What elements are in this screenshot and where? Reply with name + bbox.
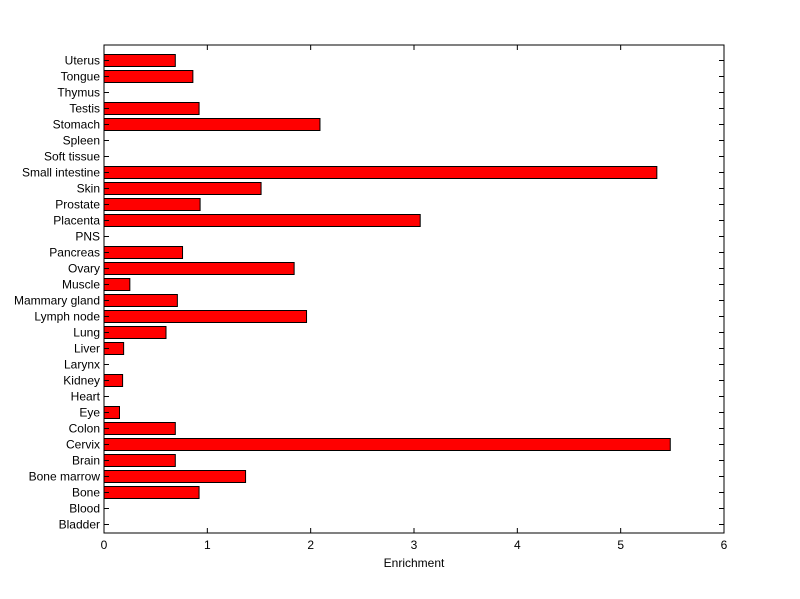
category-label: Heart — [71, 390, 101, 404]
x-tick-label: 4 — [514, 538, 521, 552]
ticks-group — [103, 45, 725, 533]
category-label: Skin — [77, 182, 100, 196]
x-tick-label: 5 — [617, 538, 624, 552]
category-label: Eye — [79, 406, 100, 420]
category-label: Brain — [72, 454, 100, 468]
category-label: PNS — [75, 230, 100, 244]
category-label: Spleen — [63, 134, 100, 148]
category-label: Tongue — [61, 70, 101, 84]
bar-uterus — [103, 54, 176, 67]
category-label: Muscle — [62, 278, 100, 292]
bar-bone — [103, 486, 200, 499]
bar-stomach — [103, 118, 321, 131]
bar-brain — [103, 454, 176, 467]
bar-prostate — [103, 198, 201, 211]
category-label: Bone marrow — [29, 470, 101, 484]
category-label: Colon — [69, 422, 100, 436]
bar-mammary-gland — [103, 294, 178, 307]
x-tick-label: 1 — [204, 538, 211, 552]
bar-ovary — [103, 262, 295, 275]
x-axis-label: Enrichment — [384, 556, 445, 570]
bar-tongue — [103, 70, 194, 83]
category-label: Placenta — [53, 214, 100, 228]
x-tick-label: 3 — [411, 538, 418, 552]
x-tick-label: 0 — [101, 538, 108, 552]
category-label: Lymph node — [34, 310, 100, 324]
bar-lymph-node — [103, 310, 308, 323]
category-label: Pancreas — [49, 246, 100, 260]
bar-colon — [103, 422, 176, 435]
category-label: Mammary gland — [14, 294, 100, 308]
category-label: Kidney — [63, 374, 100, 388]
category-label: Uterus — [65, 54, 100, 68]
category-labels: Bladder Blood Bone Bone marrow Brain Cervix Co… — [14, 54, 101, 532]
category-label: Ovary — [68, 262, 100, 276]
x-tick-labels: 0 1 2 3 4 5 6 — [101, 538, 728, 552]
category-label: Liver — [74, 342, 100, 356]
category-label: Thymus — [57, 86, 100, 100]
category-label: Lung — [73, 326, 100, 340]
category-label: Soft tissue — [44, 150, 100, 164]
category-label: Cervix — [66, 438, 100, 452]
bar-skin — [103, 182, 262, 195]
x-tick-label: 2 — [307, 538, 314, 552]
bar-small-intestine — [103, 166, 658, 179]
axes-box — [103, 44, 725, 534]
bar-testis — [103, 102, 200, 115]
category-label: Stomach — [53, 118, 100, 132]
bar-placenta — [103, 214, 421, 227]
category-label: Bladder — [59, 518, 100, 532]
category-label: Larynx — [64, 358, 100, 372]
bar-bone-marrow — [103, 470, 247, 483]
bar-pancreas — [103, 246, 184, 259]
category-label: Bone — [72, 486, 100, 500]
bars-group — [103, 54, 671, 499]
category-label: Prostate — [55, 198, 100, 212]
category-label: Blood — [69, 502, 100, 516]
x-tick-label: 6 — [721, 538, 728, 552]
category-label: Small intestine — [22, 166, 100, 180]
category-label: Testis — [69, 102, 100, 116]
bar-cervix — [103, 438, 671, 451]
bar-lung — [103, 326, 167, 339]
